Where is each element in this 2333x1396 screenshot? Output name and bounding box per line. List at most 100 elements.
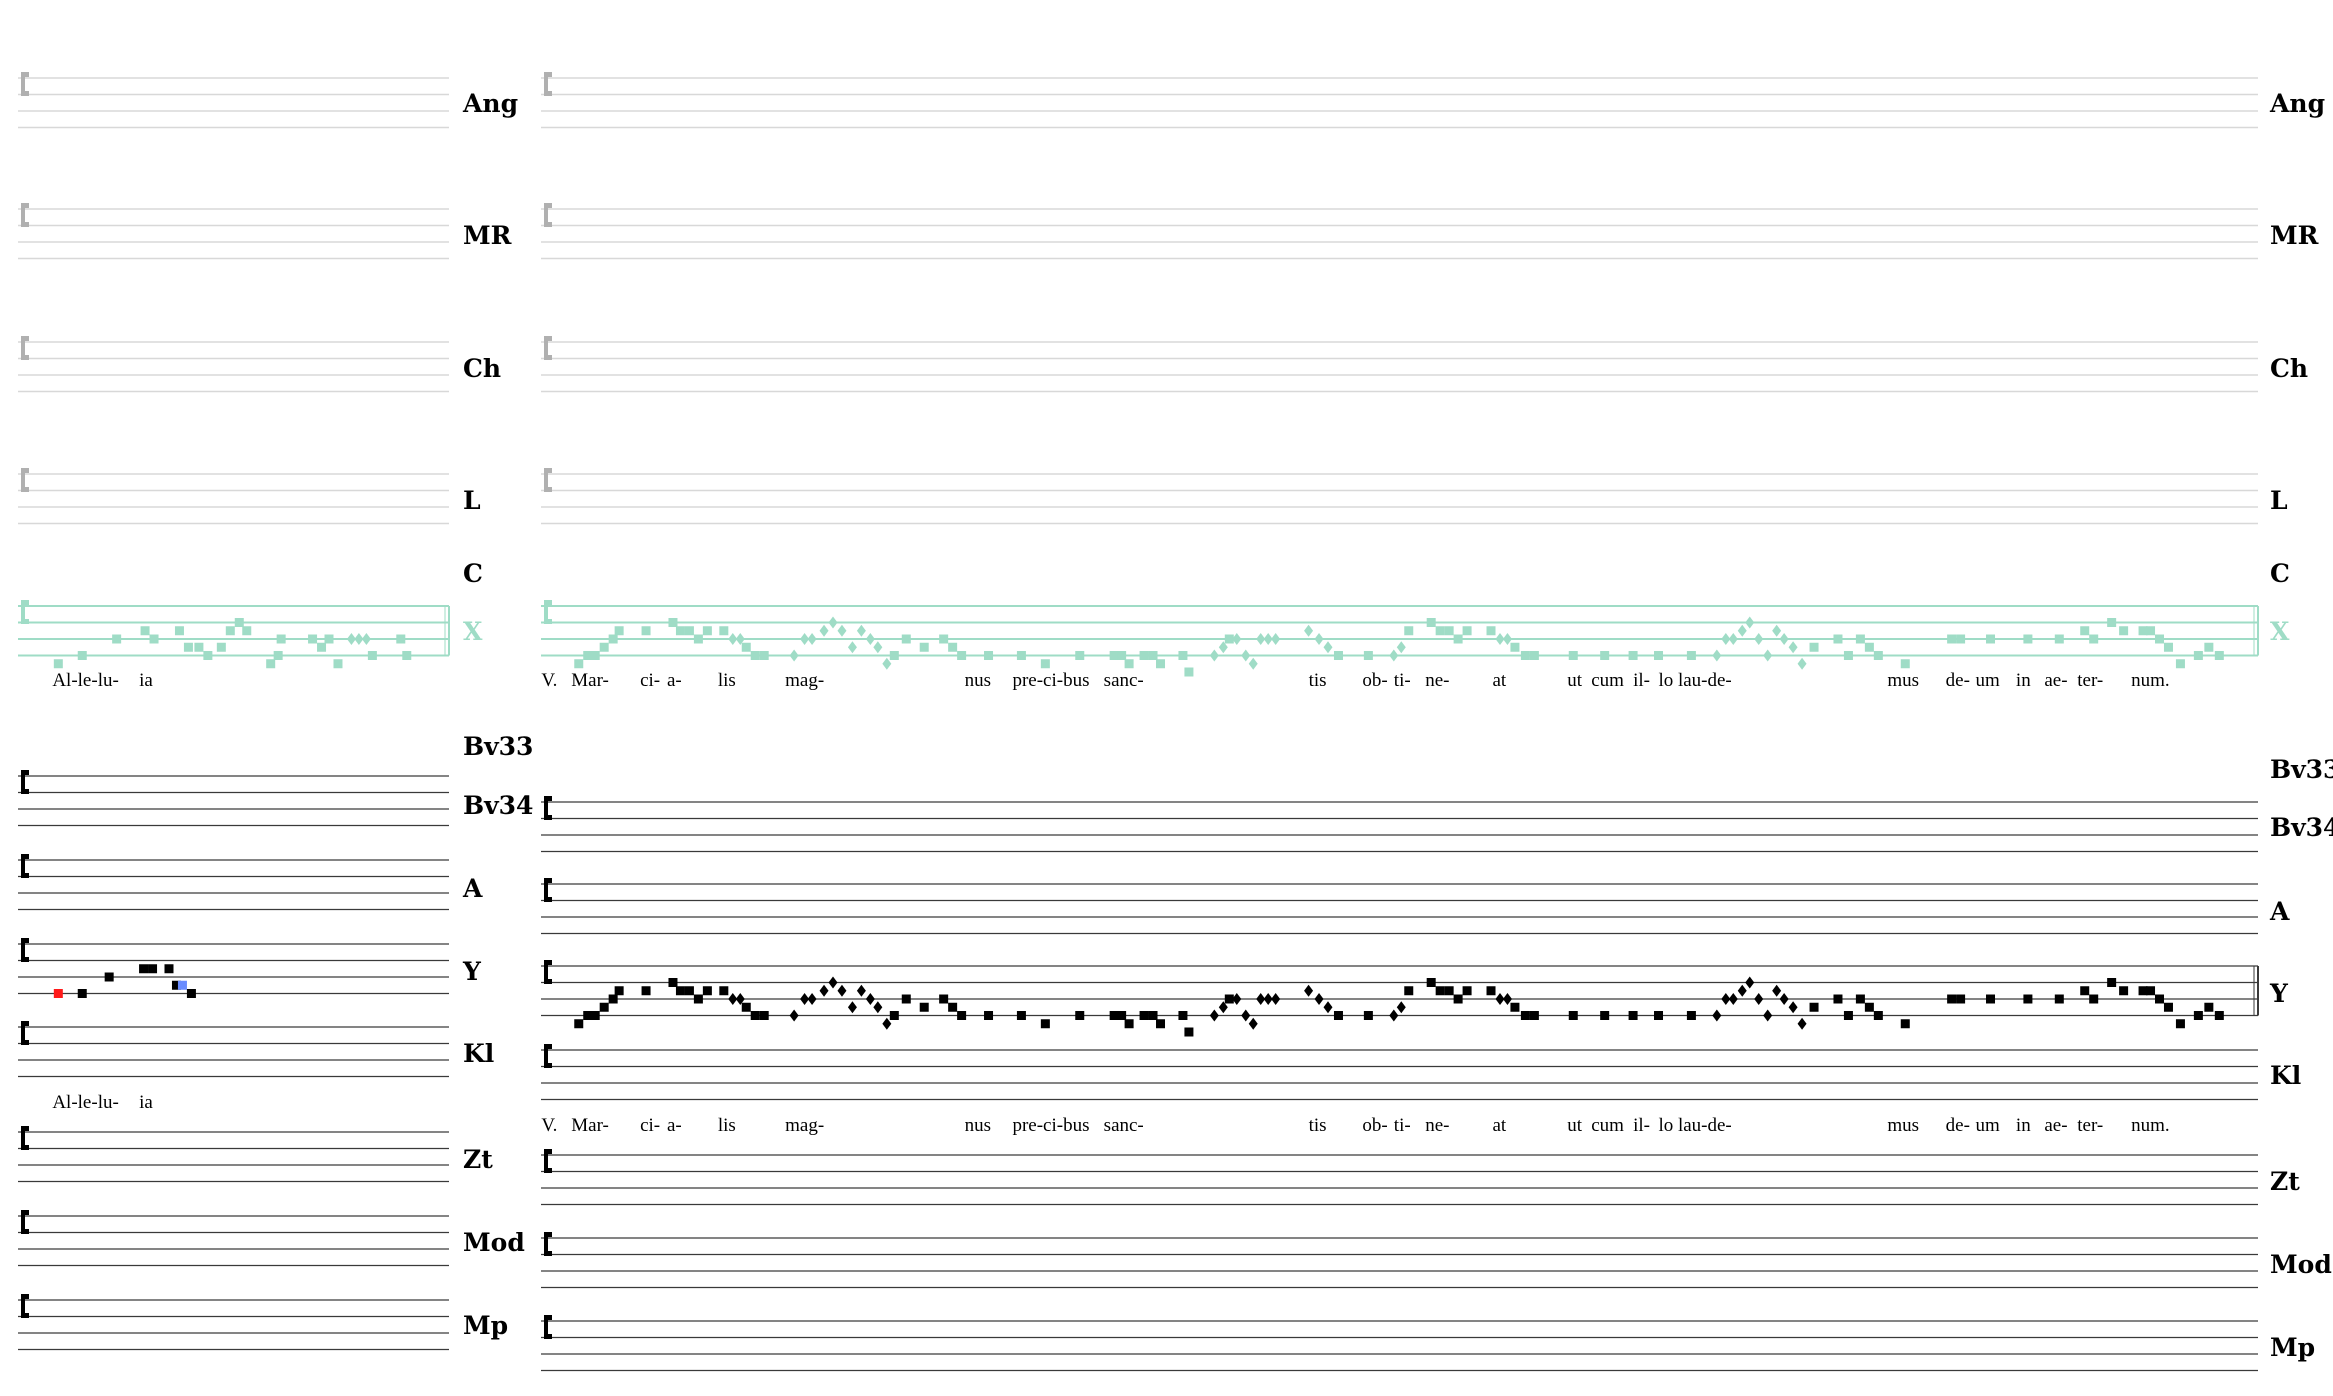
neume-punctum[interactable] [183, 642, 193, 652]
neume-punctum[interactable] [2080, 626, 2090, 636]
neume-punctum[interactable] [919, 642, 929, 652]
neume-diamond[interactable] [807, 993, 817, 1005]
neume-punctum[interactable] [139, 964, 149, 974]
neume-punctum[interactable] [1109, 651, 1119, 660]
neume-diamond[interactable] [1232, 993, 1242, 1005]
neume-punctum[interactable] [1956, 994, 1966, 1004]
neume-punctum[interactable] [174, 626, 184, 636]
neume-punctum[interactable] [402, 651, 412, 660]
neume-punctum[interactable] [1873, 651, 1883, 660]
neume-punctum[interactable] [1404, 626, 1414, 636]
neume-diamond[interactable] [1323, 1001, 1333, 1014]
neume-punctum[interactable] [1075, 651, 1085, 660]
neume-punctum[interactable] [1510, 642, 1520, 652]
neume-punctum[interactable] [333, 659, 343, 669]
neume-punctum[interactable] [1156, 1019, 1166, 1029]
neume-diamond[interactable] [828, 616, 838, 629]
neume-diamond[interactable] [1396, 1001, 1406, 1014]
neume-punctum[interactable] [939, 634, 949, 644]
neume-punctum[interactable] [957, 651, 967, 660]
neume-punctum[interactable] [889, 651, 899, 660]
neume-punctum[interactable] [1333, 1011, 1343, 1020]
neume-punctum[interactable] [1843, 651, 1853, 660]
neume-punctum[interactable] [574, 659, 584, 669]
neume-punctum[interactable] [1520, 651, 1530, 660]
neume-punctum[interactable] [2175, 1019, 2185, 1029]
neume-punctum[interactable] [1224, 994, 1234, 1004]
neume-diamond[interactable] [1797, 1017, 1807, 1030]
neume-punctum[interactable] [574, 1019, 584, 1029]
neume-punctum[interactable] [367, 651, 377, 660]
neume-punctum[interactable] [668, 978, 678, 987]
neume-punctum[interactable] [2107, 618, 2117, 627]
neume-punctum[interactable] [702, 986, 712, 996]
neume-punctum[interactable] [984, 651, 994, 660]
neume-punctum[interactable] [2204, 1002, 2214, 1012]
neume-diamond[interactable] [735, 633, 745, 645]
neume-punctum[interactable] [2155, 994, 2165, 1004]
neume-diamond[interactable] [1323, 641, 1333, 654]
neume-punctum[interactable] [599, 1002, 609, 1012]
neume-diamond[interactable] [800, 633, 810, 645]
neume-punctum[interactable] [599, 642, 609, 652]
neume-punctum[interactable] [234, 618, 244, 627]
neume-punctum[interactable] [2107, 978, 2117, 987]
neume-diamond[interactable] [1737, 624, 1747, 637]
neume-diamond[interactable] [1737, 984, 1747, 997]
neume-punctum[interactable] [1016, 1011, 1026, 1020]
neume-punctum[interactable] [889, 1011, 899, 1020]
neume-diamond[interactable] [1772, 624, 1782, 637]
neume-punctum[interactable] [104, 972, 114, 982]
neume-diamond[interactable] [1389, 1009, 1399, 1022]
neume-diamond[interactable] [1728, 993, 1738, 1005]
neume-diamond[interactable] [807, 633, 817, 645]
neume-diamond[interactable] [1241, 649, 1251, 662]
neume-diamond[interactable] [1721, 993, 1731, 1005]
neume-punctum[interactable] [2146, 626, 2156, 636]
neume-punctum[interactable] [693, 994, 703, 1004]
neume-diamond[interactable] [1232, 633, 1242, 645]
neume-punctum[interactable] [608, 634, 618, 644]
neume-punctum[interactable] [608, 994, 618, 1004]
neume-diamond[interactable] [882, 657, 892, 670]
neume-punctum[interactable] [2146, 986, 2156, 996]
neume-punctum[interactable] [1855, 994, 1865, 1004]
neume-punctum[interactable] [1178, 1011, 1188, 1020]
neume-diamond[interactable] [1209, 1009, 1219, 1022]
neume-punctum[interactable] [2155, 634, 2165, 644]
neume-diamond[interactable] [1314, 993, 1324, 1005]
neume-punctum[interactable] [186, 989, 196, 998]
neume-diamond[interactable] [1304, 624, 1314, 637]
neume-punctum[interactable] [203, 651, 213, 660]
neume-punctum[interactable] [901, 994, 911, 1004]
neume-punctum[interactable] [1986, 994, 1996, 1004]
neume-diamond[interactable] [1745, 976, 1755, 989]
neume-diamond[interactable] [1721, 633, 1731, 645]
neume-punctum[interactable] [1178, 651, 1188, 660]
neume-diamond[interactable] [1218, 641, 1228, 654]
neume-diamond[interactable] [1788, 641, 1798, 654]
neume-punctum[interactable] [1809, 1002, 1819, 1012]
neume-diamond[interactable] [1271, 633, 1281, 645]
neume-diamond[interactable] [728, 633, 738, 645]
neume-punctum[interactable] [2163, 642, 2173, 652]
neume-punctum[interactable] [396, 634, 406, 644]
neume-punctum[interactable] [1333, 651, 1343, 660]
neume-punctum[interactable] [2175, 659, 2185, 669]
neume-punctum[interactable] [1986, 634, 1996, 644]
neume-punctum[interactable] [308, 634, 318, 644]
neume-diamond[interactable] [728, 993, 738, 1005]
neume-punctum[interactable] [1947, 994, 1957, 1004]
neume-punctum[interactable] [1529, 1011, 1539, 1020]
neume-diamond[interactable] [1712, 649, 1722, 662]
neume-punctum[interactable] [148, 964, 158, 974]
neume-punctum[interactable] [1486, 626, 1496, 636]
neume-punctum[interactable] [242, 626, 252, 636]
neume-diamond[interactable] [865, 633, 875, 645]
neume-punctum[interactable] [1900, 659, 1910, 669]
neume-diamond[interactable] [1797, 657, 1807, 670]
neume-diamond[interactable] [1728, 633, 1738, 645]
neume-punctum[interactable] [1148, 651, 1158, 660]
neume-punctum[interactable] [266, 659, 276, 669]
neume-diamond[interactable] [837, 624, 847, 637]
